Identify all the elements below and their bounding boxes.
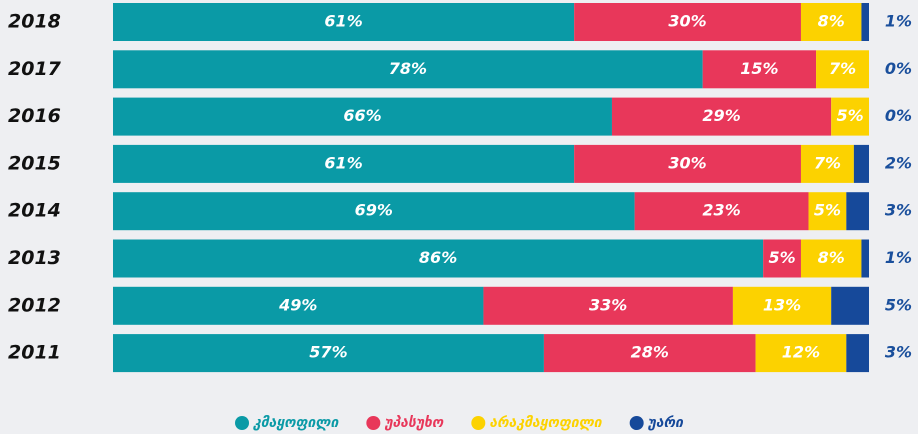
bar-segment <box>574 144 801 183</box>
value-label: 29% <box>702 106 740 125</box>
bar-segment <box>831 286 869 325</box>
category-label: 2013 <box>8 247 61 269</box>
bar-segment <box>808 192 847 231</box>
bar-segment <box>800 144 854 183</box>
category-label: 2018 <box>8 11 61 33</box>
bar-segment <box>763 239 801 278</box>
category-label: 2015 <box>8 152 61 174</box>
value-label: 0% <box>885 106 912 125</box>
bar-segment <box>611 97 832 136</box>
value-label: 78% <box>389 59 427 78</box>
value-label: 66% <box>343 106 381 125</box>
category-label: 2014 <box>8 200 61 222</box>
bar-segment <box>816 50 869 89</box>
value-label: 0% <box>885 59 912 78</box>
bar-segment <box>113 286 484 325</box>
category-label: 2012 <box>8 294 61 316</box>
legend-icon <box>366 416 381 430</box>
value-label: 3% <box>885 201 912 220</box>
value-label: 13% <box>763 295 801 314</box>
bar-segment <box>831 97 869 136</box>
bar-segment <box>483 286 733 325</box>
legend-icon <box>471 416 486 430</box>
bar-segment <box>800 239 862 278</box>
bar-segment <box>113 239 764 278</box>
bar-segment <box>800 3 862 41</box>
bar-segment <box>113 144 575 183</box>
value-label: 1% <box>885 12 912 31</box>
value-label: 7% <box>829 59 856 78</box>
legend-label: კმაყოფილი <box>252 415 339 431</box>
bar-segment <box>846 334 869 373</box>
bar-segment <box>574 3 801 41</box>
bar-segment <box>113 3 575 41</box>
value-label: 57% <box>309 343 347 362</box>
value-label: 28% <box>631 343 669 362</box>
legend-icon <box>235 416 250 430</box>
value-label: 2% <box>885 153 912 172</box>
category-label: 2017 <box>8 58 62 80</box>
category-label: 2011 <box>8 342 61 364</box>
value-label: 8% <box>818 12 845 31</box>
value-label: 30% <box>668 12 706 31</box>
bar-segment <box>113 97 612 136</box>
value-label: 7% <box>814 153 841 172</box>
legend-label: უარი <box>648 415 684 431</box>
value-label: 61% <box>324 153 362 172</box>
legend-icon <box>629 416 644 430</box>
bar-segment <box>113 50 703 89</box>
legend-label: უპასუხო <box>384 415 445 431</box>
bar-segment <box>846 192 869 231</box>
value-label: 5% <box>837 106 864 125</box>
legend-label: არაკმაყოფილი <box>489 415 602 431</box>
value-label: 23% <box>702 201 740 220</box>
bar-segment <box>113 192 635 231</box>
category-label: 2016 <box>8 105 61 127</box>
bar-segment <box>113 334 544 373</box>
value-label: 5% <box>814 201 841 220</box>
value-label: 8% <box>818 248 845 267</box>
bar-segment <box>543 334 756 373</box>
bar-segment <box>702 50 817 89</box>
bar-segment <box>861 3 869 41</box>
value-label: 69% <box>355 201 393 220</box>
legend: კმაყოფილი უპასუხო არაკმაყოფილი უარი <box>235 415 684 431</box>
value-label: 15% <box>740 59 778 78</box>
value-label: 5% <box>768 248 795 267</box>
value-label: 30% <box>668 153 706 172</box>
bar-segment <box>755 334 847 373</box>
bar-segment <box>861 239 869 278</box>
value-label: 3% <box>885 343 912 362</box>
value-label: 5% <box>885 295 912 314</box>
value-label: 33% <box>589 295 627 314</box>
value-label: 86% <box>419 248 457 267</box>
bar-segment <box>634 192 809 231</box>
bar-segment <box>732 286 832 325</box>
bar-segment <box>853 144 869 183</box>
value-label: 12% <box>782 343 820 362</box>
value-label: 61% <box>324 12 362 31</box>
value-label: 49% <box>278 295 317 314</box>
value-label: 1% <box>885 248 912 267</box>
